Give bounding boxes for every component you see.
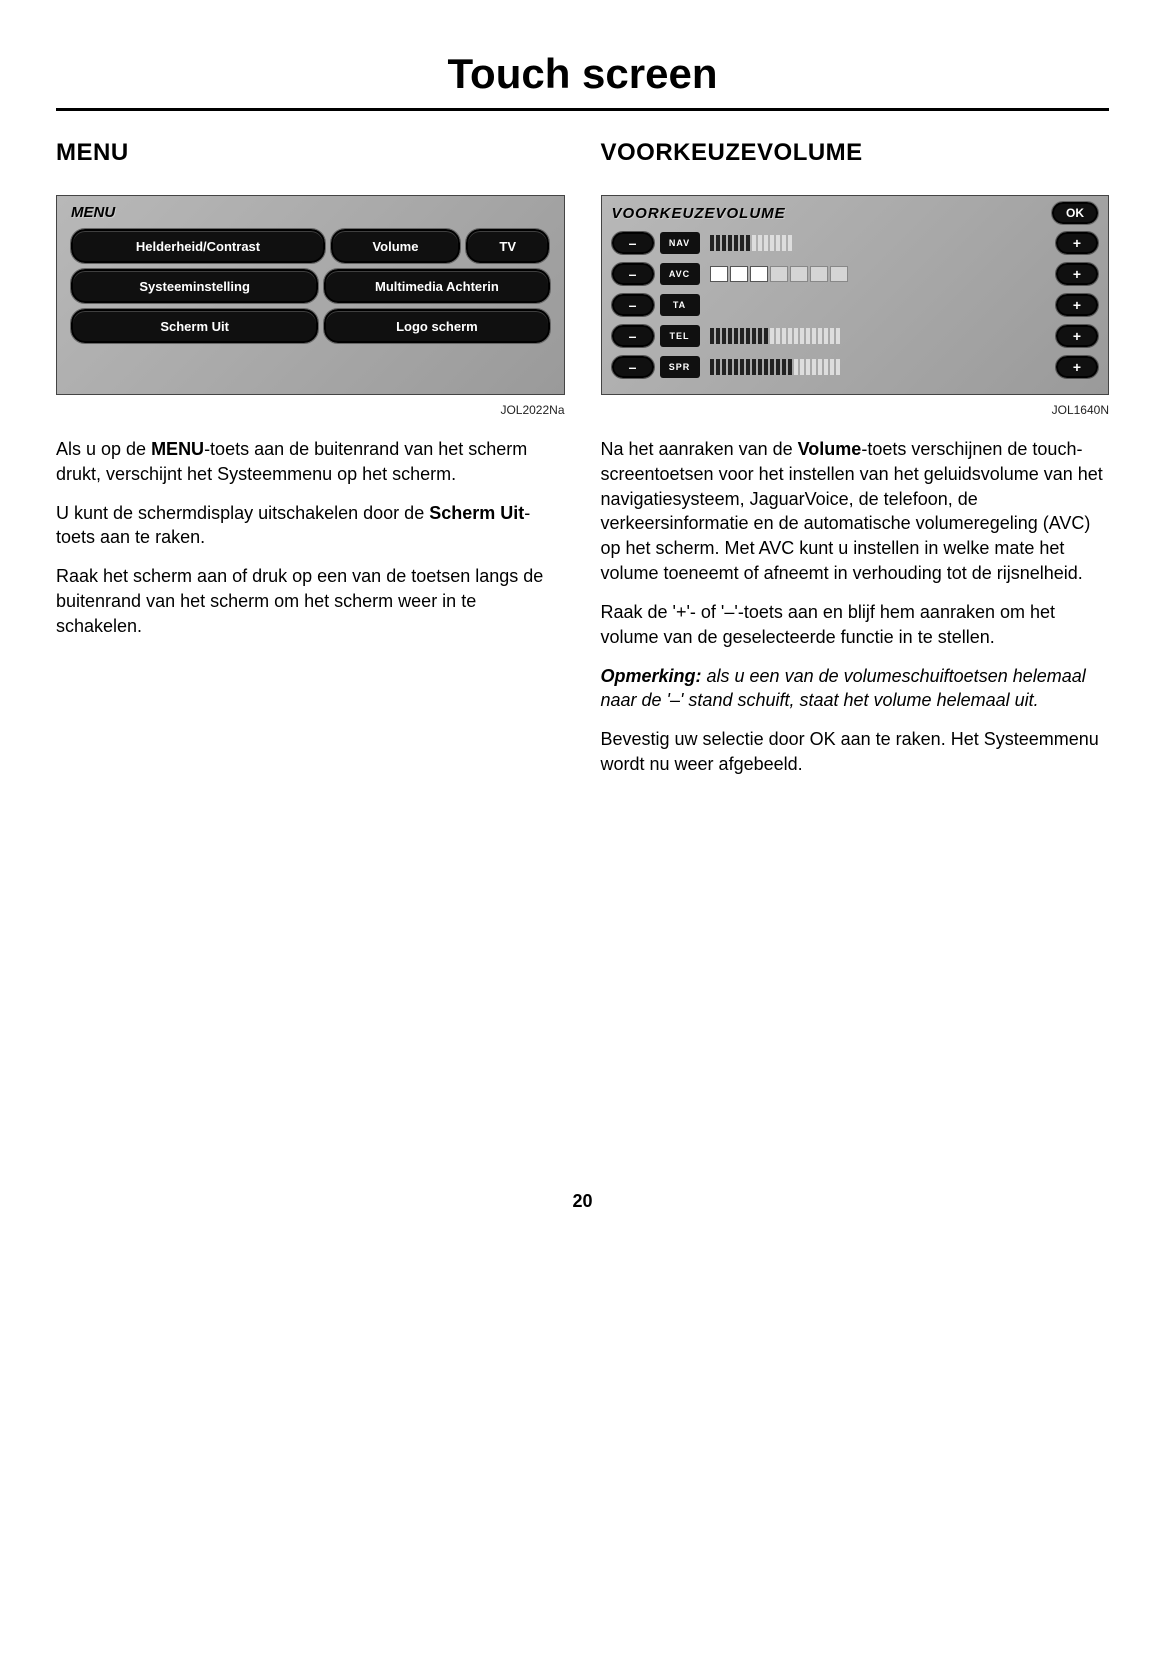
menu-screen-header: MENU [65,202,556,229]
menu-screenshot: MENU Helderheid/ContrastVolumeTV Systeemi… [56,195,565,395]
minus-button-nav[interactable]: – [612,232,654,254]
slider-avc[interactable] [706,263,1051,285]
plus-button-tel[interactable]: + [1056,325,1098,347]
channel-label-spr: SPR [660,356,700,378]
slider-ta[interactable] [706,294,1051,316]
slider-tel[interactable] [706,325,1051,347]
minus-button-spr[interactable]: – [612,356,654,378]
menu-fig-caption: JOL2022Na [56,403,565,417]
menu-button-scherm-uit[interactable]: Scherm Uit [71,309,318,343]
volume-screen-header: VOORKEUZEVOLUME [612,205,786,222]
right-para-3: Opmerking: als u een van de volumeschuif… [601,664,1110,714]
left-para-1: Als u op de MENU-toets aan de buitenrand… [56,437,565,487]
volume-fig-caption: JOL1640N [601,403,1110,417]
plus-button-spr[interactable]: + [1056,356,1098,378]
page-title: Touch screen [56,50,1109,111]
left-column: MENU MENU Helderheid/ContrastVolumeTV Sys… [56,139,565,791]
volume-screenshot: VOORKEUZEVOLUME OK –NAV+–AVC+–TA+–TEL+–S… [601,195,1110,395]
page-number: 20 [56,1191,1109,1212]
volume-heading: VOORKEUZEVOLUME [601,139,1110,167]
menu-button-systeeminstelling[interactable]: Systeeminstelling [71,269,318,303]
plus-button-nav[interactable]: + [1056,232,1098,254]
menu-button-multimedia-achterin[interactable]: Multimedia Achterin [324,269,549,303]
slider-spr[interactable] [706,356,1051,378]
minus-button-ta[interactable]: – [612,294,654,316]
menu-heading: MENU [56,139,565,167]
right-para-4: Bevestig uw selectie door OK aan te rake… [601,727,1110,777]
menu-button-helderheid-contrast[interactable]: Helderheid/Contrast [71,229,325,263]
channel-label-ta: TA [660,294,700,316]
channel-label-nav: NAV [660,232,700,254]
minus-button-avc[interactable]: – [612,263,654,285]
channel-label-tel: TEL [660,325,700,347]
menu-button-tv[interactable]: TV [466,229,550,263]
left-para-3: Raak het scherm aan of druk op een van d… [56,564,565,638]
plus-button-ta[interactable]: + [1056,294,1098,316]
menu-button-logo-scherm[interactable]: Logo scherm [324,309,549,343]
minus-button-tel[interactable]: – [612,325,654,347]
left-para-2: U kunt de schermdisplay uitschakelen doo… [56,501,565,551]
right-column: VOORKEUZEVOLUME VOORKEUZEVOLUME OK –NAV+… [601,139,1110,791]
ok-button[interactable]: OK [1052,202,1098,224]
channel-label-avc: AVC [660,263,700,285]
right-para-2: Raak de '+'- of '–'-toets aan en blijf h… [601,600,1110,650]
slider-nav[interactable] [706,232,1051,254]
right-para-1: Na het aanraken van de Volume-toets vers… [601,437,1110,586]
menu-button-volume[interactable]: Volume [331,229,460,263]
plus-button-avc[interactable]: + [1056,263,1098,285]
